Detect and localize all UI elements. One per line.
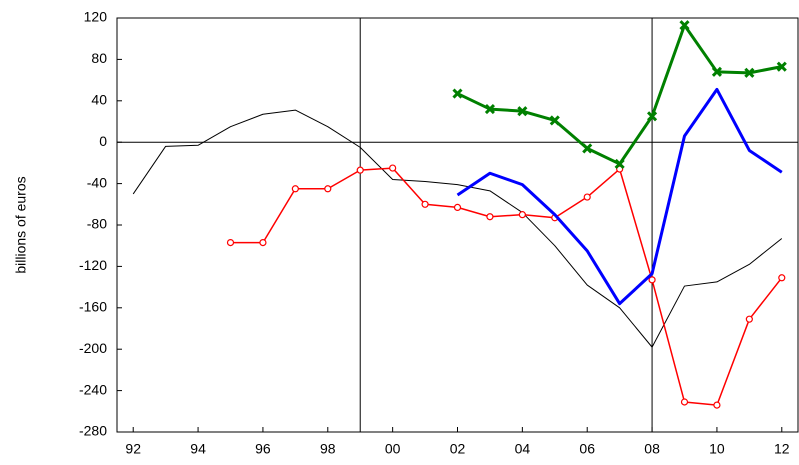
y-axis-label: billions of euros xyxy=(13,176,29,273)
marker xyxy=(711,66,722,77)
marker xyxy=(452,88,463,99)
marker xyxy=(291,185,299,193)
series-line xyxy=(230,167,783,406)
y-tick-label: -200 xyxy=(79,340,107,356)
x-tick-label: 10 xyxy=(709,441,725,457)
x-tick-label: 12 xyxy=(774,441,790,457)
y-tick-label: 120 xyxy=(84,9,108,25)
x-tick-label: 06 xyxy=(579,441,595,457)
x-tick-label: 92 xyxy=(125,441,141,457)
plot-frame xyxy=(116,17,799,433)
y-tick-label: -240 xyxy=(79,381,107,397)
marker xyxy=(549,115,560,126)
marker xyxy=(518,211,526,219)
marker xyxy=(744,67,755,78)
x-tick-label: 96 xyxy=(255,441,271,457)
series-line xyxy=(132,109,783,348)
series-line xyxy=(456,87,783,306)
x-tick-label: 04 xyxy=(515,441,531,457)
marker xyxy=(389,164,397,172)
series-line xyxy=(456,23,783,166)
y-tick-label: -280 xyxy=(79,423,107,439)
marker xyxy=(648,276,656,284)
marker xyxy=(421,200,429,208)
marker xyxy=(486,213,494,221)
y-tick-label: 80 xyxy=(91,50,107,66)
marker xyxy=(226,238,235,247)
marker xyxy=(324,185,332,193)
marker xyxy=(713,401,721,409)
marker xyxy=(582,143,593,154)
marker xyxy=(680,398,689,406)
marker xyxy=(778,274,786,282)
x-tick-label: 94 xyxy=(190,441,206,457)
marker xyxy=(583,193,591,201)
marker xyxy=(453,203,462,212)
y-tick-label: -120 xyxy=(79,257,107,273)
marker xyxy=(259,238,267,247)
y-tick-label: -80 xyxy=(87,216,107,232)
marker xyxy=(745,315,753,323)
x-tick-label: 08 xyxy=(644,441,660,457)
y-tick-label: 0 xyxy=(99,133,107,149)
marker xyxy=(776,61,787,72)
marker xyxy=(616,165,624,173)
y-tick-label: 40 xyxy=(91,92,107,108)
x-tick-label: 02 xyxy=(450,441,466,457)
marker xyxy=(614,158,625,169)
marker xyxy=(647,111,658,122)
marker xyxy=(484,104,495,115)
y-tick-label: -160 xyxy=(79,299,107,315)
marker xyxy=(517,106,528,117)
x-tick-label: 00 xyxy=(385,441,401,457)
y-tick-label: -40 xyxy=(87,174,107,190)
marker xyxy=(356,166,364,174)
x-tick-label: 98 xyxy=(320,441,336,457)
marker xyxy=(679,20,690,31)
